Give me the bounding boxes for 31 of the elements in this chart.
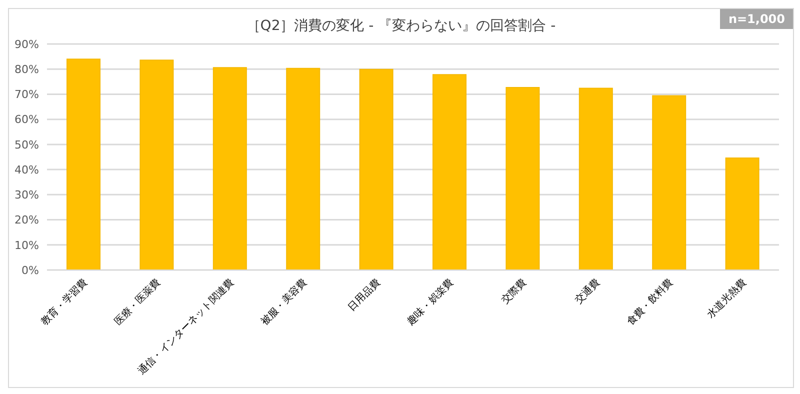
bar — [578, 88, 613, 270]
x-tick-label: 食費・飲料費 — [624, 276, 676, 328]
y-tick-label: 20% — [14, 214, 39, 227]
bar — [212, 67, 247, 270]
x-tick-label: 水道光熱費 — [704, 276, 749, 320]
x-tick-label: 教育・学習費 — [38, 276, 90, 328]
bar — [66, 58, 100, 270]
bar — [652, 95, 686, 270]
x-tick-label: 交際費 — [499, 276, 529, 306]
x-tick-label: 趣味・娯楽費 — [404, 276, 456, 328]
bar — [286, 68, 320, 270]
bar — [140, 60, 174, 270]
sample-size-box: n=1,000 — [720, 9, 793, 29]
bar — [725, 158, 760, 270]
y-tick-label: 30% — [14, 188, 39, 202]
y-tick-label: 50% — [14, 138, 39, 152]
x-tick-label: 被服・美容費 — [258, 276, 310, 328]
y-tick-label: 60% — [14, 113, 39, 126]
y-tick-label: 90% — [14, 38, 39, 51]
y-tick-label: 10% — [14, 238, 39, 252]
y-tick-label: 80% — [14, 63, 39, 76]
bar — [359, 68, 394, 270]
x-tick-label: 医療・医薬費 — [112, 276, 163, 328]
y-tick-label: 70% — [14, 88, 39, 102]
x-tick-label: 交通費 — [572, 276, 602, 306]
y-tick-label: 40% — [14, 163, 39, 176]
y-tick-label: 0% — [22, 264, 39, 277]
x-tick-label: 日用品費 — [346, 276, 383, 314]
bar — [506, 86, 540, 270]
chart-title: ［Q2］消費の変化 - 『変わらない』の回答割合 - — [246, 18, 556, 34]
bar — [432, 74, 466, 270]
